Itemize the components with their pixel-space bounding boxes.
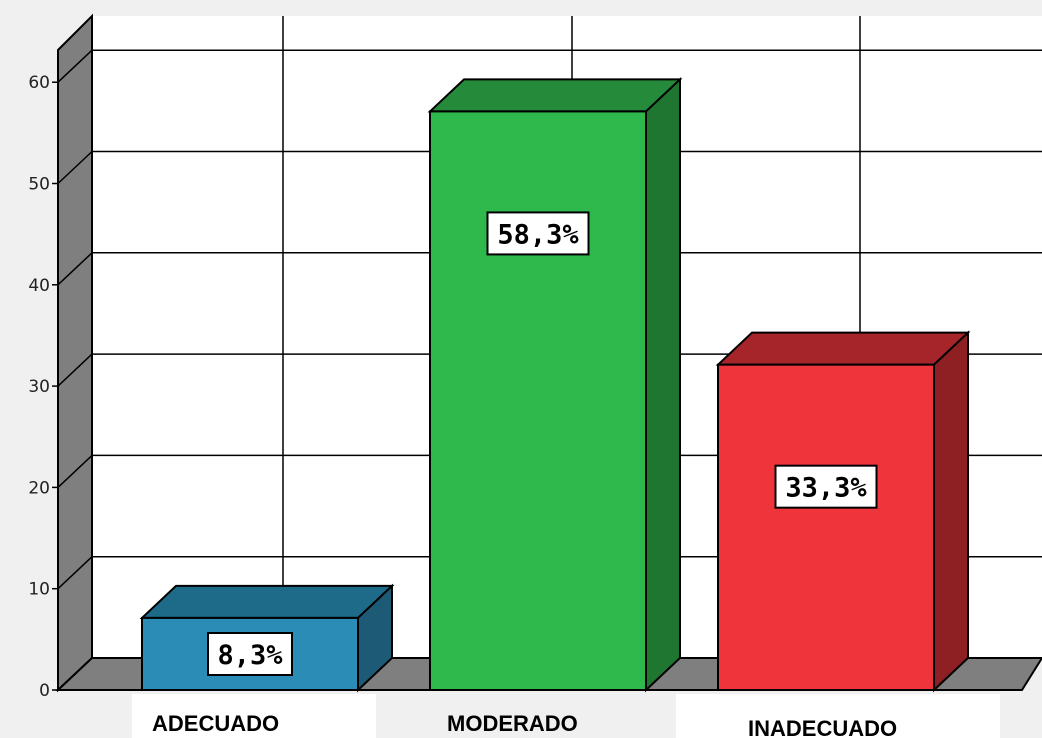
category-label-bg-1 bbox=[376, 694, 676, 738]
data-label: 8,3% bbox=[217, 640, 283, 671]
y-gridline-side bbox=[57, 252, 93, 286]
data-label: 33,3% bbox=[785, 473, 867, 504]
y-tick-label: 20 bbox=[28, 478, 50, 498]
y-gridline-side bbox=[57, 150, 93, 185]
plot-left-wall bbox=[57, 13, 93, 693]
bars: 8,3% 58,3% 33,3% bbox=[139, 77, 971, 693]
bar-moderado: 58,3% bbox=[427, 77, 683, 693]
data-label: 58,3% bbox=[497, 219, 579, 250]
bar-top bbox=[427, 78, 683, 113]
data-label-box bbox=[774, 464, 878, 509]
y-gridline-side bbox=[57, 49, 93, 83]
y-tick-label: 30 bbox=[28, 377, 50, 397]
bar-front bbox=[429, 110, 647, 691]
y-tick-label: 0 bbox=[39, 681, 50, 701]
category-label-inadecuado: INADECUADO bbox=[748, 716, 897, 738]
data-label-box bbox=[207, 632, 293, 676]
y-tick-label: 10 bbox=[28, 580, 50, 600]
y-gridline-side bbox=[57, 454, 93, 488]
category-label-adecuado: ADECUADO bbox=[152, 711, 279, 736]
category-label-bg-2 bbox=[676, 694, 1000, 738]
bar-top bbox=[139, 584, 395, 619]
category-label-bg-0 bbox=[132, 694, 376, 738]
y-gridline-side bbox=[57, 353, 93, 387]
y-tick-label: 50 bbox=[28, 175, 50, 195]
bar-top bbox=[715, 331, 971, 366]
y-gridline-side bbox=[57, 556, 93, 590]
category-label-moderado: MODERADO bbox=[447, 711, 578, 736]
bar-inadecuado: 33,3% bbox=[715, 330, 971, 693]
bar-side bbox=[933, 330, 969, 693]
y-tick-label: 40 bbox=[28, 276, 50, 296]
data-label-box bbox=[486, 211, 590, 256]
y-gridline-side bbox=[57, 657, 93, 691]
bar-adecuado: 8,3% bbox=[139, 583, 395, 693]
y-axis: 0 10 20 30 40 50 60 bbox=[28, 49, 93, 701]
y-tick-label: 60 bbox=[28, 73, 50, 93]
bar-side bbox=[645, 77, 681, 693]
bar-front bbox=[717, 363, 935, 691]
